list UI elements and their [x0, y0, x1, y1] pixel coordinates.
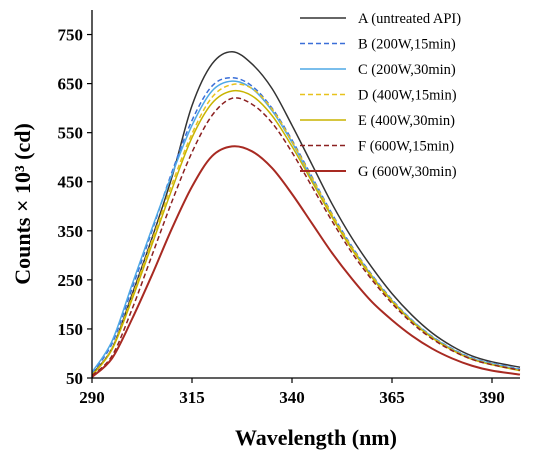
- y-axis-title: Counts × 10³ (cd): [10, 123, 35, 285]
- x-axis-title: Wavelength (nm): [235, 425, 397, 450]
- legend-label: G (600W,30min): [358, 164, 457, 180]
- y-tick-label: 250: [58, 271, 84, 290]
- y-axis-ticks: 50 150 250 350 450 550 650 750: [58, 26, 92, 388]
- series-line-a: [91, 50, 521, 375]
- series-line-c: [91, 80, 521, 373]
- x-tick-label: 290: [79, 388, 105, 407]
- series-line-e: [91, 89, 521, 377]
- legend-label: B (200W,15min): [358, 37, 456, 53]
- y-tick-label: 150: [58, 320, 84, 339]
- y-tick-label: 750: [58, 26, 84, 45]
- legend: A (untreated API) B (200W,15min) C (200W,3…: [300, 11, 461, 180]
- x-tick-label: 340: [279, 388, 305, 407]
- legend-label: A (untreated API): [358, 11, 461, 27]
- y-tick-label: 350: [58, 222, 84, 241]
- x-tick-label: 390: [479, 388, 505, 407]
- series-line-g: [91, 145, 521, 378]
- legend-label: F (600W,15min): [358, 139, 454, 155]
- series-line-d: [91, 83, 521, 376]
- y-tick-label: 450: [58, 173, 84, 192]
- x-axis-ticks: 290 315 340 365 390: [79, 378, 505, 407]
- series-lines: [91, 50, 521, 378]
- y-tick-label: 50: [66, 369, 83, 388]
- legend-label: D (400W,15min): [358, 88, 457, 104]
- x-tick-label: 365: [379, 388, 405, 407]
- x-tick-label: 315: [179, 388, 205, 407]
- y-tick-label: 650: [58, 75, 84, 94]
- y-tick-label: 550: [58, 124, 84, 143]
- series-line-f: [91, 97, 521, 377]
- legend-label: E (400W,30min): [358, 113, 455, 129]
- legend-label: C (200W,30min): [358, 62, 456, 78]
